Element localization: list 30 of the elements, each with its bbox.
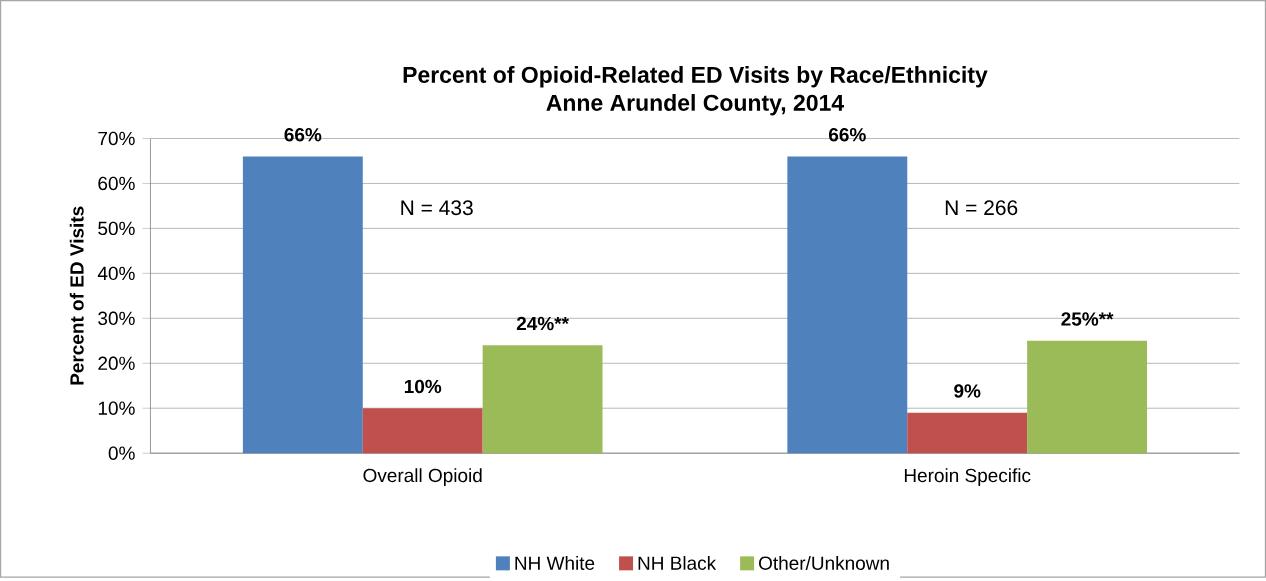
data-label: 25%** bbox=[1061, 312, 1114, 326]
x-tick-label: Overall Opioid bbox=[363, 468, 482, 487]
legend-label: NH White bbox=[515, 556, 595, 571]
y-tick-label: 60% bbox=[98, 176, 135, 191]
y-tick-label: 40% bbox=[97, 266, 135, 281]
data-label: 9% bbox=[954, 384, 981, 398]
chart-subtitle: Anne Arundel County, 2014 bbox=[546, 94, 844, 116]
bar bbox=[787, 156, 908, 454]
y-tick-label: 70% bbox=[98, 131, 135, 146]
annotation: N = 266 bbox=[945, 200, 1018, 216]
data-label: 10% bbox=[404, 379, 442, 394]
x-tick-label: Heroin Specific bbox=[904, 468, 1031, 487]
annotation: N = 433 bbox=[401, 200, 473, 216]
y-tick-label: 30% bbox=[98, 311, 135, 326]
data-label: 24%** bbox=[516, 316, 569, 331]
bar bbox=[242, 156, 363, 454]
y-tick-label: 10% bbox=[98, 401, 135, 416]
legend-label: NH Black bbox=[638, 556, 717, 571]
data-label: 66% bbox=[829, 128, 866, 142]
y-tick-label: 50% bbox=[98, 221, 135, 236]
y-tick-label: 0% bbox=[108, 446, 135, 461]
bar bbox=[482, 345, 603, 454]
chart-title: Percent of Opioid-Related ED Visits by Race/Ethnicity bbox=[403, 66, 988, 88]
y-tick-label: 20% bbox=[98, 356, 135, 371]
bar bbox=[362, 408, 483, 454]
y-axis-title: Percent of ED Visits bbox=[69, 206, 84, 385]
legend-label: Other/Unknown bbox=[759, 556, 889, 571]
bar bbox=[1027, 340, 1148, 454]
bar bbox=[907, 412, 1028, 454]
data-label: 66% bbox=[284, 128, 322, 142]
